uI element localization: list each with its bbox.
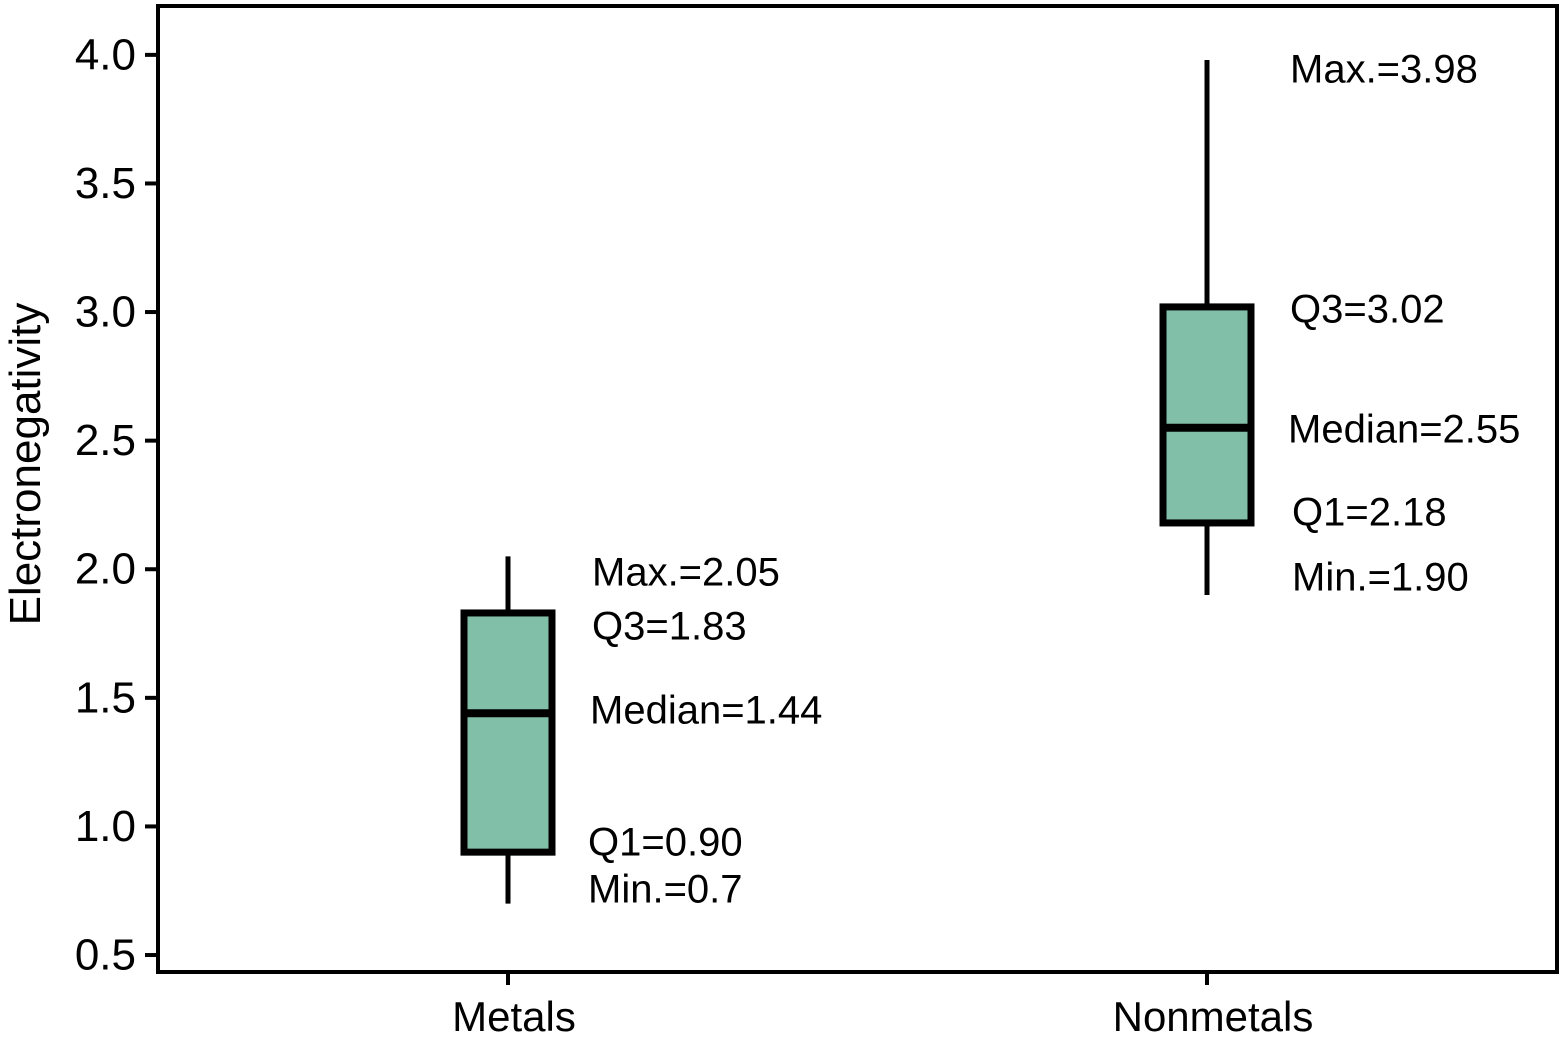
annotation-nonmetals-q3: Q3=3.02 [1290, 287, 1445, 332]
y-tick-label: 1.0 [75, 802, 136, 851]
annotation-nonmetals-max: Max.=3.98 [1290, 47, 1478, 92]
iqr-box-metals [460, 609, 556, 856]
y-tick-label: 0.5 [75, 931, 136, 980]
annotation-nonmetals-median: Median=2.55 [1288, 407, 1521, 452]
annotation-metals-q3: Q3=1.83 [592, 604, 747, 649]
y-tick-label: 3.5 [75, 159, 136, 208]
annotation-metals-min: Min.=0.7 [588, 867, 743, 912]
iqr-box-nonmetals [1159, 303, 1255, 527]
x-category-label-nonmetals: Nonmetals [1112, 993, 1314, 1040]
annotation-metals-max: Max.=2.05 [592, 550, 780, 595]
x-category-label-metals: Metals [452, 993, 576, 1040]
plot-frame [156, 4, 1559, 974]
annotation-metals-q1: Q1=0.90 [588, 820, 743, 865]
annotation-metals-median: Median=1.44 [590, 688, 823, 733]
y-tick-label: 4.0 [75, 30, 136, 79]
annotation-nonmetals-min: Min.=1.90 [1292, 555, 1469, 600]
y-tick-label: 2.5 [75, 416, 136, 465]
y-tick-label: 3.0 [75, 288, 136, 337]
y-axis-title: Electronegativity [1, 302, 50, 626]
annotation-nonmetals-q1: Q1=2.18 [1292, 490, 1447, 535]
y-tick-label: 2.0 [75, 545, 136, 594]
y-tick-label: 1.5 [75, 673, 136, 722]
